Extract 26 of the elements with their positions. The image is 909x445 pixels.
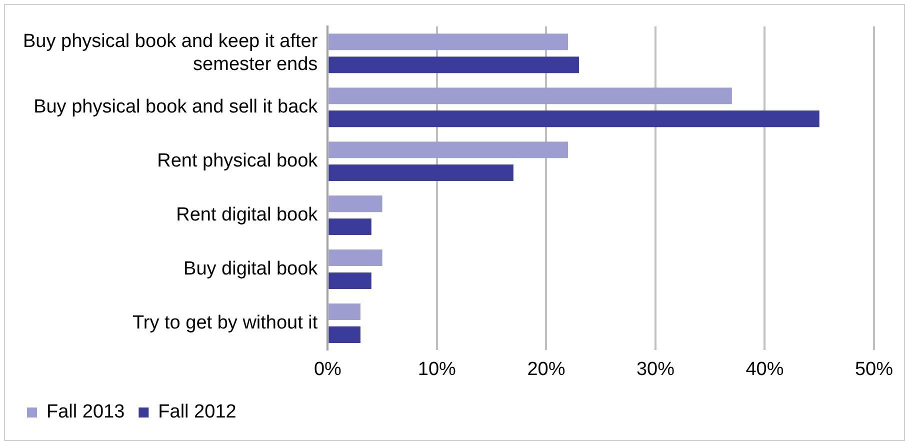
bar — [328, 218, 372, 236]
y-tick-label: Buy physical book and keep it after semester ends — [22, 31, 318, 76]
bar — [328, 250, 382, 266]
bar — [328, 142, 568, 158]
x-tick-label: 20% — [527, 358, 566, 380]
bar — [328, 272, 372, 289]
bar — [328, 34, 568, 50]
y-tick-label: Try to get by without it — [132, 312, 318, 334]
x-tick-label: 10% — [418, 358, 456, 380]
y-tick-label: Buy physical book and sell it back — [34, 96, 318, 118]
bar — [328, 196, 382, 212]
x-tick-label: 0% — [314, 358, 342, 380]
bar — [328, 88, 732, 104]
bar — [328, 110, 820, 128]
x-tick-label: 50% — [854, 358, 894, 380]
x-tick-label: 40% — [746, 358, 784, 380]
legend-label: Fall 2012 — [158, 402, 236, 423]
legend-label: Fall 2013 — [46, 402, 125, 423]
bar — [328, 303, 360, 320]
y-tick-label: Buy digital book — [184, 258, 318, 280]
y-tick-label: Rent digital book — [176, 204, 318, 226]
y-tick-label: Rent physical book — [157, 150, 318, 172]
bar — [328, 164, 514, 182]
bar — [328, 56, 579, 74]
x-tick-label: 30% — [636, 358, 675, 380]
bar — [328, 326, 360, 343]
